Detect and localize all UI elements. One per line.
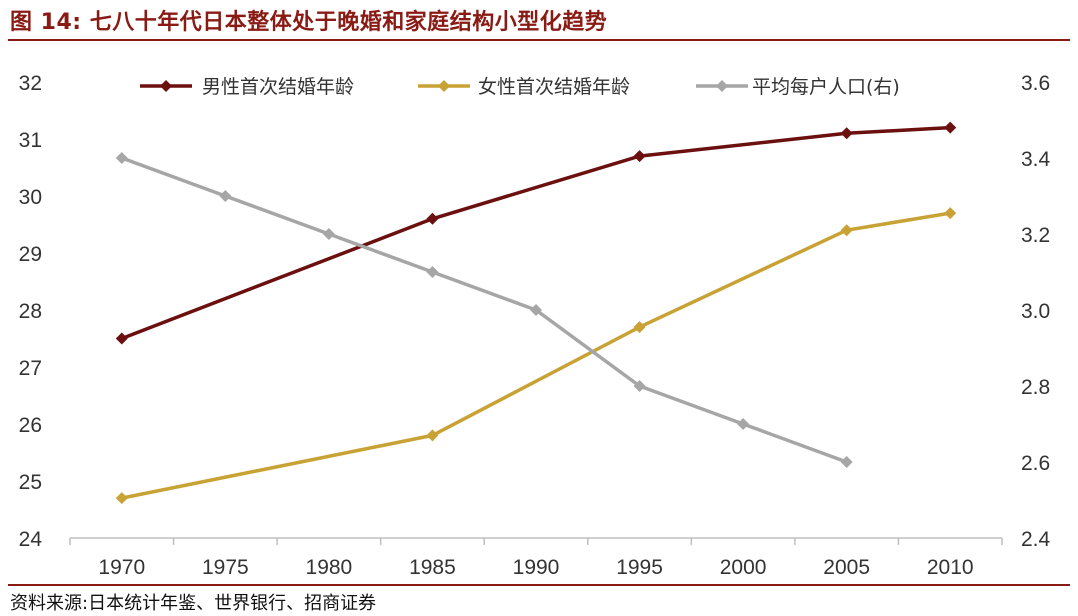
y-right-tick-label: 3.2: [1021, 224, 1050, 247]
series-0: [115, 121, 957, 345]
figure-title: 图 14: 七八十年代日本整体处于晚婚和家庭结构小型化趋势: [10, 10, 608, 35]
data-point: [633, 150, 646, 163]
x-tick-label: 2005: [823, 556, 870, 579]
data-point: [115, 492, 128, 505]
data-point: [530, 304, 542, 316]
data-point: [840, 127, 853, 140]
legend-item: 女性首次结婚年龄: [418, 76, 630, 98]
y-left-tick-label: 32: [19, 72, 42, 95]
y-right-tick-label: 2.4: [1021, 528, 1051, 551]
legend-label: 平均每户人口(右): [752, 76, 900, 98]
legend-item: 平均每户人口(右): [696, 76, 900, 98]
footer-divider: [8, 584, 1070, 586]
y-left-tick-label: 29: [19, 243, 42, 266]
y-right-tick-label: 2.8: [1021, 376, 1050, 399]
data-point: [115, 332, 128, 345]
y-right-tick-label: 2.6: [1021, 452, 1050, 475]
data-point: [633, 380, 646, 392]
title-divider: [8, 39, 1070, 41]
data-point: [322, 228, 335, 240]
data-point: [426, 212, 439, 225]
series-2: [115, 152, 853, 468]
source-note: 资料来源:日本统计年鉴、世界银行、招商证券: [10, 593, 377, 614]
x-tick-label: 2000: [720, 556, 767, 579]
data-point: [426, 429, 439, 442]
series-1: [115, 207, 957, 505]
y-left-tick-label: 28: [19, 300, 42, 323]
y-right-tick-label: 3.0: [1021, 300, 1050, 323]
y-left-tick-label: 25: [19, 471, 42, 494]
y-right-tick-label: 3.6: [1021, 72, 1050, 95]
y-left-tick-label: 31: [19, 129, 42, 152]
x-tick-label: 1995: [616, 556, 663, 579]
data-point: [737, 418, 750, 430]
x-tick-label: 1970: [98, 556, 145, 579]
data-point: [840, 456, 853, 468]
data-point: [219, 190, 232, 202]
y-left-tick-label: 30: [19, 186, 42, 209]
x-tick-label: 1985: [409, 556, 456, 579]
chart-legend: 男性首次结婚年龄 女性首次结婚年龄 平均每户人口(右): [140, 76, 900, 98]
legend-label: 男性首次结婚年龄: [202, 76, 354, 98]
data-point: [426, 266, 439, 278]
x-tick-label: 1990: [513, 556, 560, 579]
legend-swatch-marker: [438, 80, 450, 92]
series-line: [121, 156, 848, 464]
x-tick-label: 1975: [202, 556, 249, 579]
data-point: [944, 121, 957, 134]
chart-axes: 1970 1975 1980 1985 1990 1995 2000 2005 2010 24 25…: [19, 72, 1051, 579]
y-left-tick-label: 24: [19, 528, 43, 551]
chart-series: [115, 121, 957, 505]
y-left-tick-label: 26: [19, 414, 42, 437]
data-point: [944, 207, 957, 220]
y-right-tick-label: 3.4: [1021, 148, 1051, 171]
legend-label: 女性首次结婚年龄: [478, 76, 630, 98]
y-left-tick-label: 27: [19, 357, 42, 380]
x-tick-label: 2010: [927, 556, 974, 579]
legend-swatch-marker: [716, 80, 728, 92]
data-point: [633, 321, 646, 334]
data-point: [115, 152, 128, 164]
x-tick-label: 1980: [306, 556, 353, 579]
data-point: [840, 224, 853, 237]
legend-item: 男性首次结婚年龄: [140, 76, 354, 98]
legend-swatch-marker: [160, 80, 172, 92]
